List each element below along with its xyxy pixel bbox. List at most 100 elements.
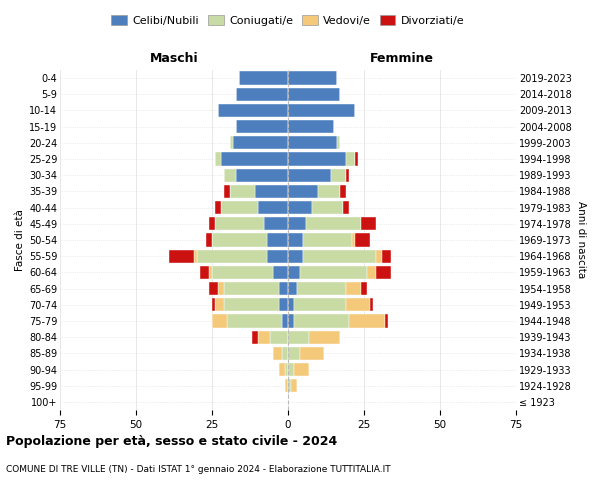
Bar [288, 201, 313, 214]
Bar [288, 314, 294, 328]
Bar [361, 217, 376, 230]
Bar [382, 250, 391, 263]
Bar [303, 250, 376, 263]
Bar [288, 72, 337, 85]
Bar [215, 217, 263, 230]
Bar [319, 185, 340, 198]
Bar [257, 201, 288, 214]
Bar [212, 314, 227, 328]
Bar [349, 314, 385, 328]
Bar [313, 201, 343, 214]
Bar [218, 282, 224, 295]
Bar [224, 185, 230, 198]
Bar [209, 282, 218, 295]
Text: COMUNE DI TRE VILLE (TN) - Dati ISTAT 1° gennaio 2024 - Elaborazione TUTTITALIA.: COMUNE DI TRE VILLE (TN) - Dati ISTAT 1°… [6, 465, 391, 474]
Bar [285, 363, 288, 376]
Bar [267, 234, 288, 246]
Bar [346, 298, 370, 312]
Bar [346, 152, 355, 166]
Bar [230, 185, 254, 198]
Bar [346, 168, 349, 182]
Bar [282, 346, 288, 360]
Bar [206, 234, 212, 246]
Bar [236, 88, 288, 101]
Bar [288, 185, 319, 198]
Bar [291, 379, 297, 392]
Bar [273, 346, 282, 360]
Text: Popolazione per età, sesso e stato civile - 2024: Popolazione per età, sesso e stato civil… [6, 435, 337, 448]
Bar [385, 314, 388, 328]
Bar [367, 266, 376, 279]
Bar [279, 282, 288, 295]
Bar [288, 282, 297, 295]
Bar [221, 152, 288, 166]
Bar [233, 136, 288, 149]
Bar [197, 250, 267, 263]
Bar [288, 152, 346, 166]
Bar [209, 266, 212, 279]
Bar [254, 185, 288, 198]
Bar [303, 234, 352, 246]
Bar [376, 250, 382, 263]
Bar [294, 363, 309, 376]
Bar [270, 330, 288, 344]
Bar [224, 298, 279, 312]
Bar [212, 234, 267, 246]
Bar [227, 314, 282, 328]
Bar [376, 266, 391, 279]
Bar [288, 120, 334, 134]
Bar [200, 266, 209, 279]
Text: Femmine: Femmine [370, 52, 434, 65]
Bar [224, 168, 236, 182]
Bar [294, 314, 349, 328]
Y-axis label: Anni di nascita: Anni di nascita [576, 202, 586, 278]
Bar [215, 298, 224, 312]
Bar [288, 330, 309, 344]
Bar [288, 379, 291, 392]
Bar [361, 282, 367, 295]
Bar [251, 330, 257, 344]
Bar [288, 363, 294, 376]
Bar [300, 346, 325, 360]
Bar [288, 234, 303, 246]
Bar [309, 330, 340, 344]
Bar [331, 168, 346, 182]
Bar [263, 217, 288, 230]
Bar [239, 72, 288, 85]
Bar [221, 201, 257, 214]
Bar [236, 120, 288, 134]
Bar [224, 282, 279, 295]
Bar [306, 217, 361, 230]
Bar [218, 104, 288, 117]
Bar [288, 104, 355, 117]
Legend: Celibi/Nubili, Coniugati/e, Vedovi/e, Divorziati/e: Celibi/Nubili, Coniugati/e, Vedovi/e, Di… [107, 10, 469, 30]
Bar [230, 136, 233, 149]
Bar [355, 152, 358, 166]
Bar [288, 346, 300, 360]
Bar [288, 250, 303, 263]
Bar [340, 185, 346, 198]
Bar [279, 298, 288, 312]
Bar [288, 298, 294, 312]
Bar [169, 250, 194, 263]
Bar [267, 250, 288, 263]
Bar [288, 266, 300, 279]
Bar [355, 234, 370, 246]
Bar [285, 379, 288, 392]
Bar [288, 88, 340, 101]
Bar [288, 136, 337, 149]
Bar [370, 298, 373, 312]
Bar [297, 282, 346, 295]
Bar [282, 314, 288, 328]
Bar [279, 363, 285, 376]
Bar [352, 234, 355, 246]
Bar [288, 168, 331, 182]
Bar [212, 298, 215, 312]
Bar [212, 266, 273, 279]
Bar [343, 201, 349, 214]
Bar [300, 266, 367, 279]
Bar [257, 330, 270, 344]
Bar [209, 217, 215, 230]
Bar [215, 152, 221, 166]
Bar [236, 168, 288, 182]
